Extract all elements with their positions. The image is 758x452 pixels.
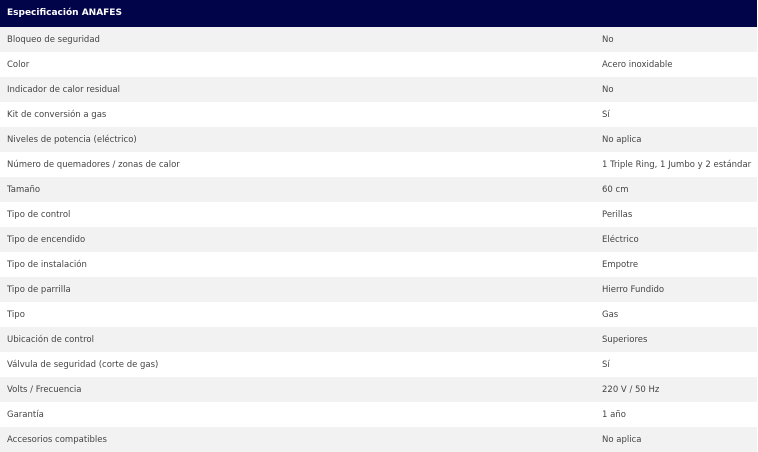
spec-label: Garantía — [7, 409, 44, 420]
spec-value: Gas — [602, 309, 619, 320]
table-row: Tipo de instalación Empotre — [0, 252, 757, 277]
table-row: Tipo de parrilla Hierro Fundido — [0, 277, 757, 302]
spec-label: Válvula de seguridad (corte de gas) — [7, 359, 159, 370]
spec-value: Sí — [602, 109, 610, 120]
spec-label: Volts / Frecuencia — [7, 384, 82, 395]
spec-label: Tipo — [7, 309, 25, 320]
spec-value: No — [602, 84, 614, 95]
table-row: Tipo de encendido Eléctrico — [0, 227, 757, 252]
table-row: Niveles de potencia (eléctrico) No aplica — [0, 127, 757, 152]
table-row: Tipo de control Perillas — [0, 202, 757, 227]
spec-label: Tipo de instalación — [7, 259, 87, 270]
spec-value: No — [602, 34, 614, 45]
spec-value: 1 Triple Ring, 1 Jumbo y 2 estándar — [602, 159, 752, 170]
table-body: Bloqueo de seguridad No Color Acero inoxida… — [0, 27, 757, 452]
spec-label: Accesorios compatibles — [7, 434, 107, 445]
spec-label: Niveles de potencia (eléctrico) — [7, 134, 137, 145]
spec-label: Tipo de parrilla — [7, 284, 71, 295]
spec-value: Empotre — [602, 259, 639, 270]
spec-label: Tamaño — [7, 184, 41, 195]
spec-value: Superiores — [602, 334, 648, 345]
table-row: Indicador de calor residual No — [0, 77, 757, 102]
spec-label: Número de quemadores / zonas de calor — [7, 159, 180, 170]
spec-value: No aplica — [602, 434, 642, 445]
table-row: Tipo Gas — [0, 302, 757, 327]
spec-value: 220 V / 50 Hz — [602, 384, 660, 395]
spec-label: Tipo de control — [7, 209, 71, 220]
spec-value: Sí — [602, 359, 610, 370]
spec-label: Tipo de encendido — [7, 234, 86, 245]
spec-value: 1 año — [602, 409, 626, 420]
table-row: Color Acero inoxidable — [0, 52, 757, 77]
table-row: Válvula de seguridad (corte de gas) Sí — [0, 352, 757, 377]
spec-value: Eléctrico — [602, 234, 639, 245]
table-row: Tamaño 60 cm — [0, 177, 757, 202]
spec-label: Indicador de calor residual — [7, 84, 120, 95]
table-row: Garantía 1 año — [0, 402, 757, 427]
spec-label: Ubicación de control — [7, 334, 94, 345]
table-row: Kit de conversión a gas Sí — [0, 102, 757, 127]
spec-label: Kit de conversión a gas — [7, 109, 107, 120]
table-header: Especificación ANAFES — [0, 0, 757, 27]
table-row: Número de quemadores / zonas de calor 1 T… — [0, 152, 757, 177]
spec-value: No aplica — [602, 134, 642, 145]
spec-value: Acero inoxidable — [602, 59, 673, 70]
spec-label: Bloqueo de seguridad — [7, 34, 100, 45]
spec-value: Hierro Fundido — [602, 284, 665, 295]
table-row: Accesorios compatibles No aplica — [0, 427, 757, 452]
table-row: Bloqueo de seguridad No — [0, 27, 757, 52]
spec-label: Color — [7, 59, 30, 70]
table-row: Volts / Frecuencia 220 V / 50 Hz — [0, 377, 757, 402]
spec-value: Perillas — [602, 209, 633, 220]
table-row: Ubicación de control Superiores — [0, 327, 757, 352]
spec-value: 60 cm — [602, 184, 629, 195]
